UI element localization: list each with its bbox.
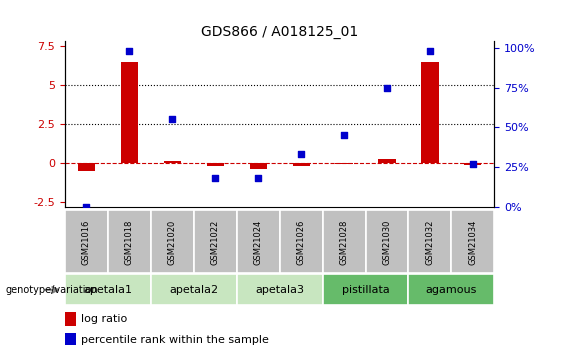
Text: log ratio: log ratio — [81, 314, 128, 324]
Bar — [451, 210, 494, 273]
Bar — [237, 274, 323, 305]
Bar — [164, 161, 181, 163]
Text: percentile rank within the sample: percentile rank within the sample — [81, 335, 269, 345]
Point — [125, 48, 134, 54]
Bar — [323, 274, 408, 305]
Bar — [336, 163, 353, 164]
Bar — [280, 210, 323, 273]
Bar — [151, 274, 237, 305]
Text: genotype/variation: genotype/variation — [6, 285, 98, 295]
Text: GSM21032: GSM21032 — [425, 220, 434, 265]
Text: apetala1: apetala1 — [84, 285, 132, 295]
Point — [340, 132, 349, 138]
Bar — [207, 163, 224, 166]
Text: GSM21022: GSM21022 — [211, 220, 220, 265]
Bar — [250, 163, 267, 169]
Text: GSM21034: GSM21034 — [468, 220, 477, 265]
Text: GSM21024: GSM21024 — [254, 220, 263, 265]
Bar — [65, 333, 76, 345]
Bar — [464, 163, 481, 165]
Text: GSM21016: GSM21016 — [82, 220, 91, 265]
Text: GSM21028: GSM21028 — [340, 220, 349, 265]
Point — [297, 152, 306, 157]
Bar — [151, 210, 194, 273]
Bar — [78, 163, 95, 171]
Text: agamous: agamous — [426, 285, 477, 295]
Text: GSM21020: GSM21020 — [168, 220, 177, 265]
Text: GSM21030: GSM21030 — [383, 220, 392, 265]
Bar — [421, 62, 438, 163]
Point — [383, 85, 392, 90]
Text: apetala3: apetala3 — [255, 285, 304, 295]
Text: GSM21026: GSM21026 — [297, 220, 306, 265]
Point — [254, 176, 263, 181]
Bar — [194, 210, 237, 273]
Bar — [121, 62, 138, 163]
Title: GDS866 / A018125_01: GDS866 / A018125_01 — [201, 25, 358, 39]
Point — [168, 117, 177, 122]
Text: pistillata: pistillata — [342, 285, 389, 295]
Point — [468, 161, 477, 167]
Bar — [237, 210, 280, 273]
Bar — [379, 159, 395, 163]
Bar — [293, 163, 310, 166]
Bar — [408, 274, 494, 305]
Bar — [65, 312, 76, 326]
Text: apetala2: apetala2 — [170, 285, 218, 295]
Bar — [408, 210, 451, 273]
Bar — [366, 210, 408, 273]
Text: GSM21018: GSM21018 — [125, 220, 134, 265]
Point — [425, 48, 434, 54]
Bar — [65, 210, 108, 273]
Bar — [65, 274, 151, 305]
Point — [211, 176, 220, 181]
Bar — [323, 210, 366, 273]
Point — [82, 204, 91, 210]
Bar — [108, 210, 151, 273]
